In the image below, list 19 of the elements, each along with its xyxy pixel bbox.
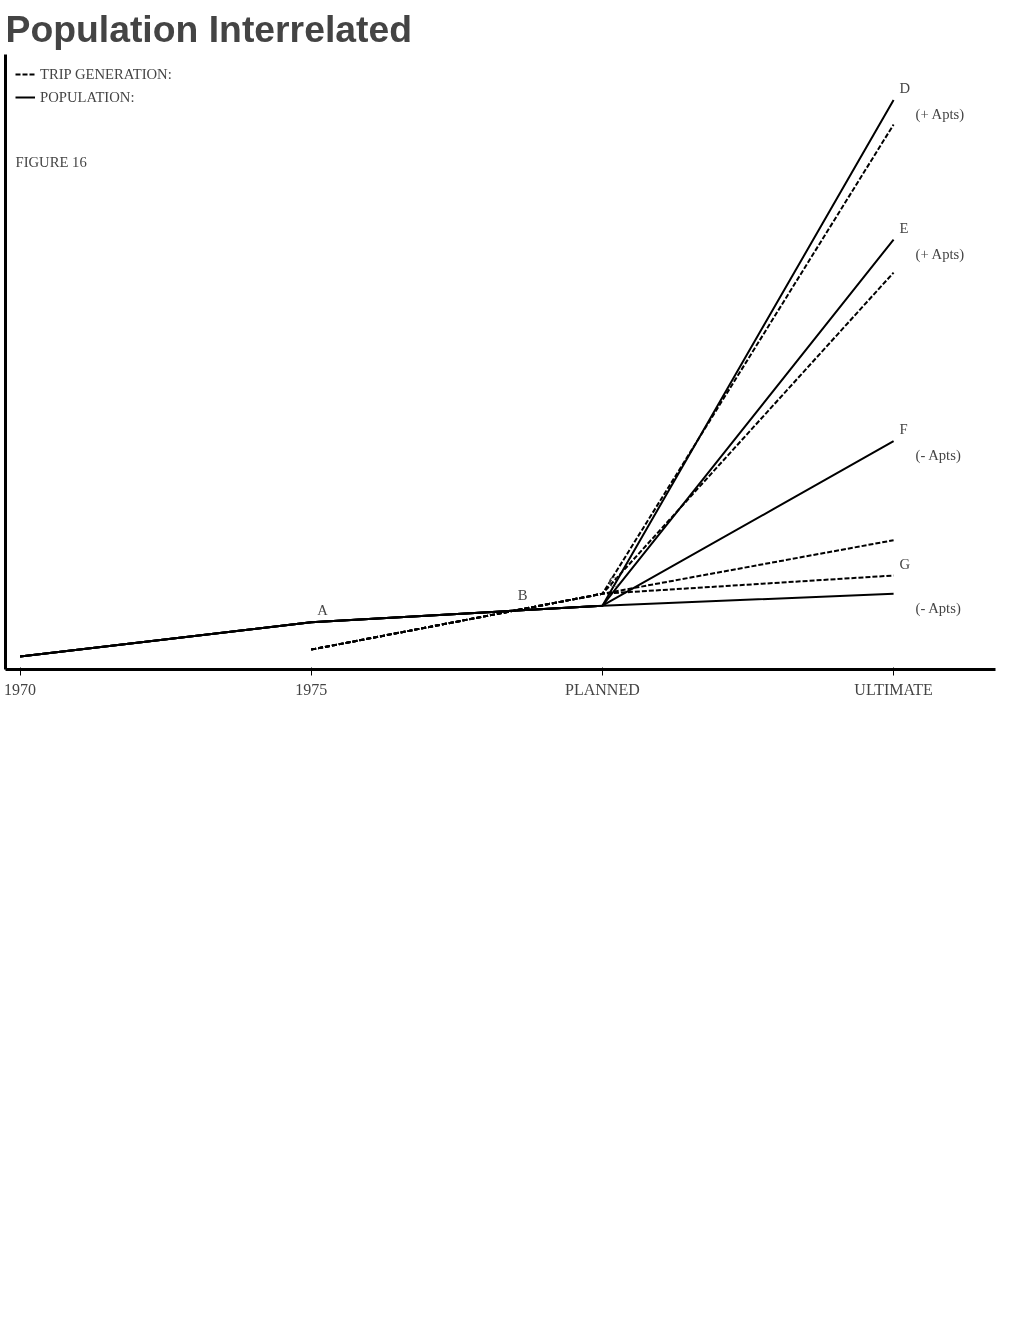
- x-tick-label: PLANNED: [565, 680, 640, 698]
- annotation: (+ Apts): [915, 245, 965, 263]
- annotation: A: [317, 602, 329, 619]
- annotation: B: [517, 586, 528, 603]
- annotation: G: [899, 555, 911, 572]
- annotation: (+ Apts): [915, 106, 965, 124]
- legend-label: POPULATION:: [40, 88, 135, 106]
- annotation: F: [899, 421, 908, 438]
- chart-title: Population Interrelated: [5, 7, 413, 50]
- legend-label: TRIP GENERATION:: [40, 65, 172, 83]
- annotation: FIGURE 16: [15, 153, 87, 170]
- annotation: E: [899, 219, 909, 236]
- annotation: (- Apts): [915, 447, 961, 465]
- x-tick-label: 1970: [4, 680, 37, 698]
- annotation: D: [899, 80, 911, 97]
- annotation: C: [608, 573, 619, 590]
- x-tick-label: 1975: [295, 680, 328, 698]
- x-tick-label: ULTIMATE: [854, 680, 933, 698]
- annotation: (- Apts): [915, 599, 961, 617]
